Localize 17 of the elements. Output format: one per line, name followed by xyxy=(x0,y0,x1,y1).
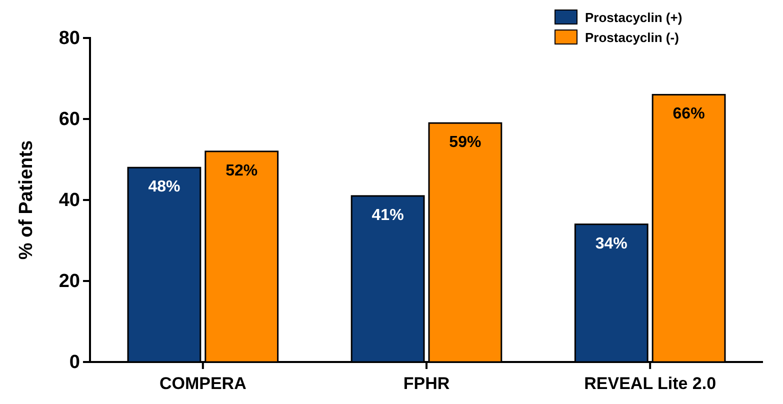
data-label: 41% xyxy=(372,206,404,224)
y-tick-label: 40 xyxy=(58,190,80,212)
data-label: 52% xyxy=(226,162,258,180)
y-tick-label: 20 xyxy=(58,271,80,292)
legend-label: Prostacyclin (+) xyxy=(585,10,682,25)
y-tick-label: 60 xyxy=(58,109,80,130)
data-label: 59% xyxy=(449,134,482,152)
y-axis-title: % of Patients xyxy=(16,140,37,260)
x-tick-label: FPHR xyxy=(403,374,450,393)
y-tick-label: 80 xyxy=(58,28,80,50)
data-label: 66% xyxy=(672,106,705,123)
x-tick-label: COMPERA xyxy=(159,374,246,393)
y-tick-label: 0 xyxy=(69,352,80,374)
legend-label: Prostacyclin (-) xyxy=(585,30,679,45)
data-label: 48% xyxy=(148,178,180,196)
data-label: 34% xyxy=(595,235,628,252)
x-tick-label: REVEAL Lite 2.0 xyxy=(584,374,716,393)
